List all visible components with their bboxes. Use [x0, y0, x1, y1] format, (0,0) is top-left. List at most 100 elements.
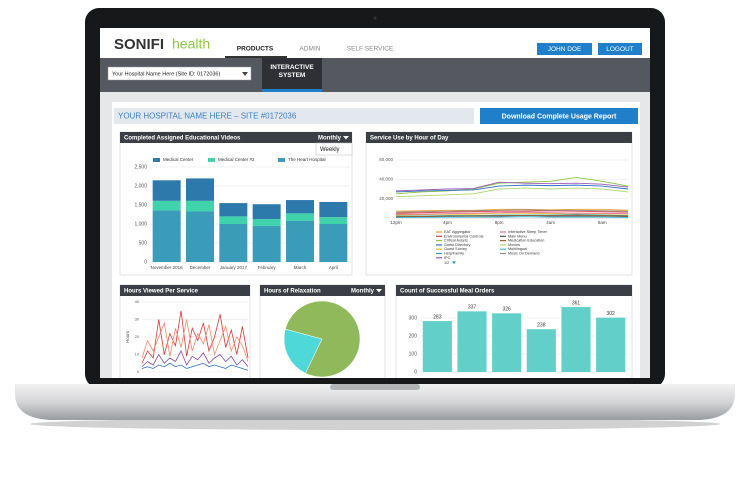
legend-label: Music On Demand: [508, 252, 539, 256]
y-tick-label: 40: [135, 300, 139, 304]
bar-segment: [286, 200, 314, 214]
bar: [596, 317, 626, 372]
panel-header: [120, 285, 250, 296]
x-tick-label: 4am: [546, 220, 555, 225]
dropdown[interactable]: Monthly: [351, 289, 375, 295]
panel-title: Hours of Relaxation: [264, 289, 321, 295]
user-name[interactable]: JOHN DOE: [548, 46, 582, 53]
nav-item[interactable]: PRODUCTS: [237, 46, 274, 53]
site-select-label[interactable]: Your Hospital Name Here (Site ID: 017203…: [112, 71, 220, 77]
bar: [561, 307, 591, 372]
panel-header: [396, 285, 632, 296]
bar-segment: [152, 180, 181, 201]
y-tick-label: 100: [409, 351, 418, 357]
series-line: [141, 350, 249, 368]
user-button[interactable]: [537, 43, 592, 55]
legend-label: Movies: [508, 243, 520, 247]
bar: [457, 311, 487, 372]
panel-header: [120, 132, 352, 143]
y-tick-label: 300: [409, 315, 418, 321]
bar-segment: [319, 217, 348, 224]
x-tick-label: December: [190, 265, 211, 270]
y-tick-label: 0: [137, 370, 139, 374]
value-label: 283: [433, 314, 442, 320]
panel-header: [260, 285, 385, 296]
value-label: 326: [502, 307, 511, 313]
y-tick-label: 0: [414, 369, 417, 375]
logo-suffix: health: [172, 36, 210, 52]
site-select[interactable]: [107, 66, 252, 81]
legend-label: Critical Assets: [444, 239, 468, 243]
panel: [365, 131, 633, 276]
y-tick-label: 0: [144, 259, 147, 265]
logout-label[interactable]: LOGOUT: [606, 46, 633, 53]
panel-title: Count of Successful Meal Orders: [400, 289, 495, 295]
x-tick-label: 12pm: [390, 220, 402, 225]
bar-segment: [252, 225, 281, 262]
legend-label: Help/Family: [444, 252, 464, 256]
y-tick-label: 60,000: [379, 157, 393, 162]
bar-segment: [186, 178, 214, 201]
laptop-base: [15, 384, 735, 420]
series-line: [396, 214, 629, 217]
site-title: YOUR HOSPITAL NAME HERE – SITE #0172036: [118, 112, 297, 121]
logout-button[interactable]: [598, 43, 642, 55]
legend-label: The Heart Hospital: [288, 157, 326, 162]
legend-label: Main Menu: [508, 234, 527, 238]
series-line: [396, 214, 629, 217]
bar-segment: [319, 224, 348, 262]
legend-label: Environmental Controls: [444, 234, 484, 238]
series-line: [395, 210, 629, 214]
panel-title: Hours Viewed Per Service: [124, 289, 199, 295]
y-tick-label: 20,000: [379, 196, 393, 201]
value-label: 337: [468, 305, 477, 311]
y-axis-label: Hours: [125, 330, 130, 343]
y-tick-label: 10: [135, 353, 139, 357]
bar-segment: [219, 203, 248, 217]
panel-title: Service Use by Hour of Day: [370, 136, 449, 142]
series-line: [395, 208, 629, 212]
legend-label: Interactive Sleep Timer: [508, 230, 548, 234]
panel: [119, 284, 251, 378]
dropdown-option[interactable]: Weekly: [320, 147, 340, 153]
x-tick-label: March: [294, 265, 307, 270]
legend-label: Multilingual: [508, 247, 527, 251]
y-tick-label: 1,000: [134, 221, 147, 227]
tab-box: INTERACTIVE SYSTEM: [270, 64, 314, 79]
series-line: [395, 187, 629, 198]
series-line: [141, 310, 249, 364]
series-line: [396, 211, 629, 215]
legend-label: Medical Center #2: [218, 157, 255, 162]
legend-label: IPC: [444, 256, 451, 260]
tab[interactable]: [262, 58, 322, 92]
bar-segment: [252, 204, 281, 220]
y-tick-label: 500: [139, 240, 148, 246]
download-label[interactable]: Download Complete Usage Report: [502, 113, 617, 120]
camera: [373, 16, 377, 20]
tab-indicator: [262, 89, 322, 92]
base-notch: [330, 384, 420, 390]
bar-segment: [286, 220, 314, 262]
bar-segment: [186, 200, 214, 212]
dropdown[interactable]: Monthly: [318, 136, 342, 142]
select-arrow: [242, 72, 248, 76]
pie-slice: [283, 328, 323, 374]
bar-segment: [319, 201, 348, 218]
legend-label: Guest Directory: [444, 243, 470, 247]
legend-page: 1/2: [444, 261, 449, 265]
x-tick-label: February: [258, 265, 277, 270]
tab-label[interactable]: INTERACTIVE SYSTEM: [270, 64, 314, 79]
value-label: 361: [572, 300, 581, 306]
x-tick-label: 8am: [598, 220, 607, 225]
shadow: [30, 418, 720, 430]
series-line: [395, 184, 629, 193]
legend-label: Medication Education: [508, 239, 544, 243]
bar-segment: [219, 216, 248, 224]
nav-item[interactable]: SELF SERVICE: [347, 46, 394, 53]
bar-segment: [286, 213, 314, 221]
nav-item[interactable]: ADMIN: [300, 46, 321, 53]
legend-swatch: [208, 158, 215, 162]
download-button[interactable]: [480, 108, 638, 124]
x-tick-label: 4pm: [443, 220, 452, 225]
